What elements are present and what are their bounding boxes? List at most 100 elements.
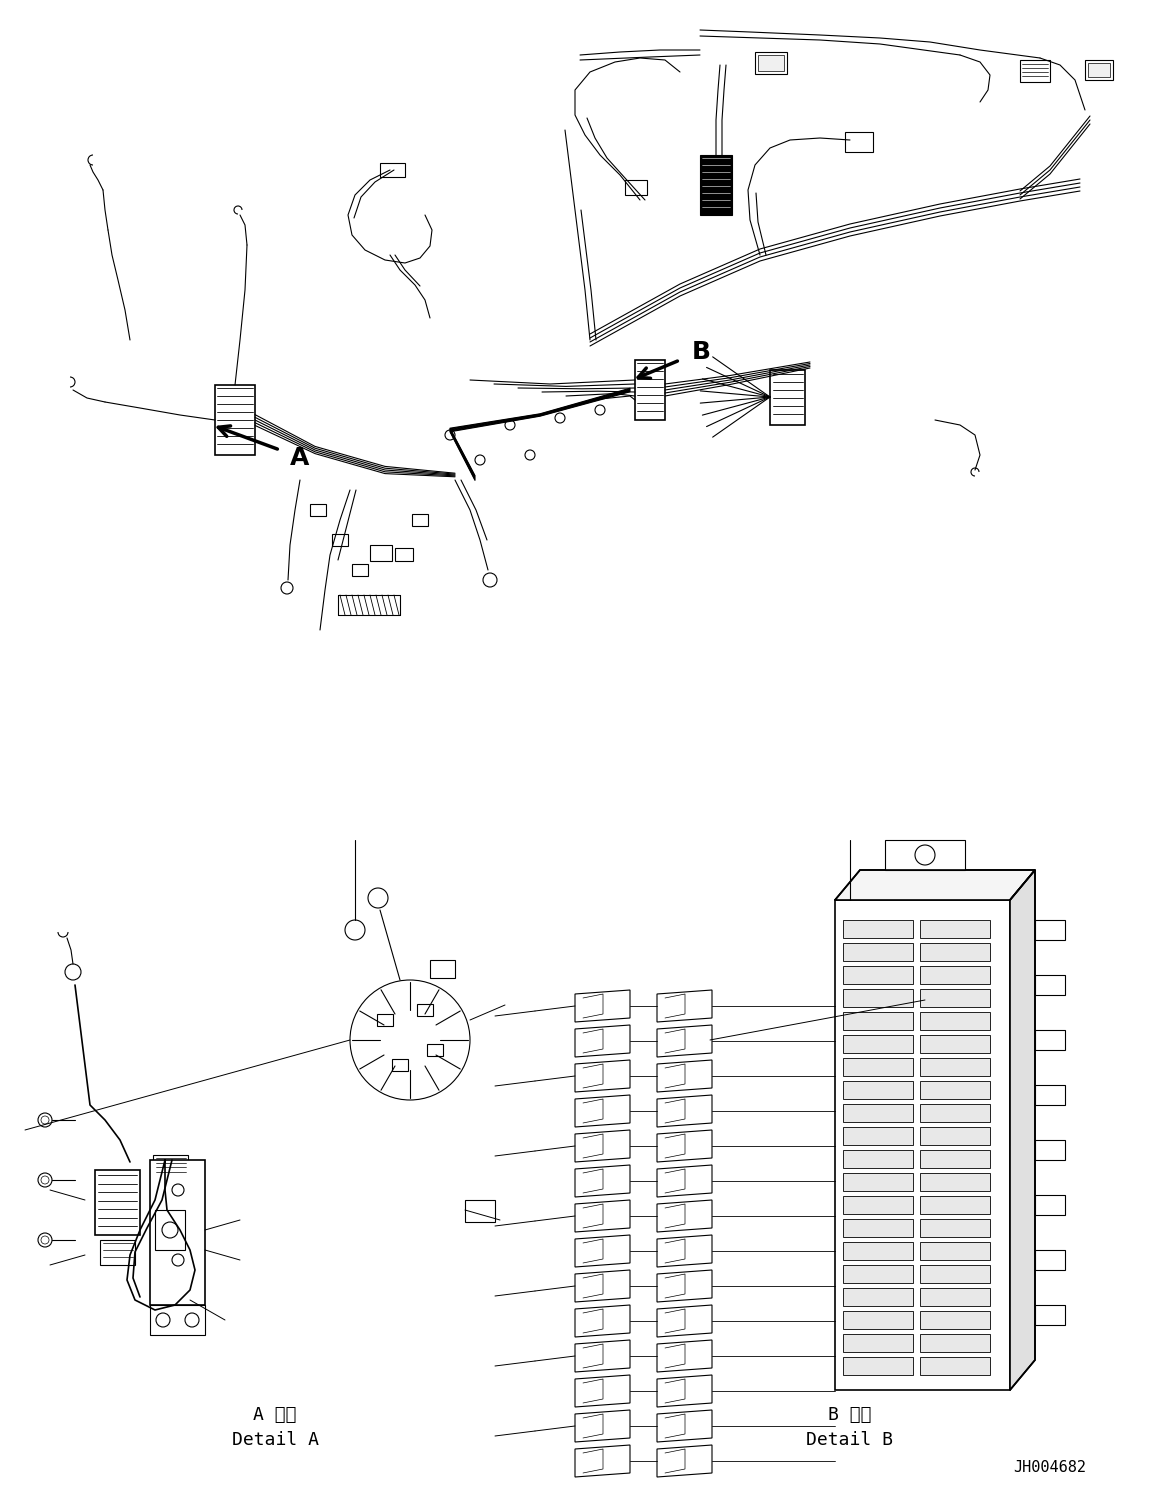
Polygon shape [657,1025,712,1056]
Bar [1020,60,1050,82]
Bar [418,1004,433,1016]
Bar [920,1335,990,1353]
Polygon shape [575,1059,630,1092]
Bar [755,52,787,74]
Polygon shape [657,1305,712,1338]
Bar [427,1045,443,1056]
Polygon shape [575,1025,630,1056]
Bar [843,1335,913,1353]
Bar [1035,1195,1065,1216]
Polygon shape [657,1445,712,1478]
Bar [1089,62,1110,77]
Bar [700,155,732,214]
Bar [352,564,368,576]
Bar [920,1104,990,1122]
Polygon shape [575,990,630,1022]
Polygon shape [657,1341,712,1372]
Bar [1035,1250,1065,1269]
Bar [331,534,348,546]
Bar [920,943,990,961]
Bar [920,1311,990,1329]
Polygon shape [575,1165,630,1196]
Bar [920,1219,990,1237]
Polygon shape [575,1341,630,1372]
Polygon shape [575,1411,630,1442]
Text: Detail B: Detail B [806,1431,893,1449]
Bar [1035,975,1065,995]
Bar [920,1357,990,1375]
Polygon shape [575,1269,630,1302]
Bar [920,1080,990,1100]
Bar [920,1036,990,1054]
Polygon shape [575,1235,630,1266]
Text: B: B [692,339,711,365]
Polygon shape [575,1445,630,1478]
Bar [843,1289,913,1306]
Bar [758,55,784,71]
Polygon shape [657,1059,712,1092]
Bar [843,1104,913,1122]
Bar [920,920,990,937]
Bar [920,1173,990,1190]
Polygon shape [657,1165,712,1196]
Bar [1035,920,1065,940]
Bar [377,1013,393,1027]
Text: B 詳細: B 詳細 [828,1406,872,1424]
Bar [846,132,873,152]
Text: JH004682: JH004682 [1013,1461,1086,1476]
Text: A: A [290,446,309,470]
Bar [885,841,965,870]
Bar [430,960,455,978]
Bar [920,1242,990,1260]
Polygon shape [657,990,712,1022]
Bar [920,1289,990,1306]
Bar [920,1196,990,1214]
Text: Detail A: Detail A [231,1431,319,1449]
Bar [920,1150,990,1168]
Bar [1035,1030,1065,1051]
Bar [843,1196,913,1214]
Polygon shape [657,1269,712,1302]
Bar [770,371,805,426]
Polygon shape [835,870,1035,900]
Bar [835,900,1009,1390]
Polygon shape [575,1095,630,1126]
Polygon shape [575,1305,630,1338]
Bar [843,1173,913,1190]
Bar [843,1058,913,1076]
Polygon shape [657,1129,712,1162]
Polygon shape [657,1095,712,1126]
Bar [370,545,392,561]
Bar [843,1012,913,1030]
Bar [465,1199,495,1222]
Bar [311,504,326,516]
Bar [843,1357,913,1375]
Bar [100,1240,135,1265]
Bar [920,1012,990,1030]
Bar [843,1080,913,1100]
Bar [843,966,913,984]
Polygon shape [657,1411,712,1442]
Bar [155,1210,185,1250]
Bar [392,1059,408,1071]
Text: A 詳細: A 詳細 [254,1406,297,1424]
Polygon shape [1009,870,1035,1390]
Bar [843,943,913,961]
Bar [215,385,255,455]
Polygon shape [575,1129,630,1162]
Polygon shape [657,1375,712,1408]
Bar [1035,1305,1065,1324]
Bar [1085,60,1113,80]
Bar [920,1058,990,1076]
Bar [920,1265,990,1283]
Bar [843,1311,913,1329]
Polygon shape [575,1375,630,1408]
Bar [843,1242,913,1260]
Bar [395,548,413,561]
Bar [635,360,665,420]
Bar [920,1126,990,1144]
Bar [843,1219,913,1237]
Bar [920,966,990,984]
Bar [154,1155,188,1177]
Bar [843,1036,913,1054]
